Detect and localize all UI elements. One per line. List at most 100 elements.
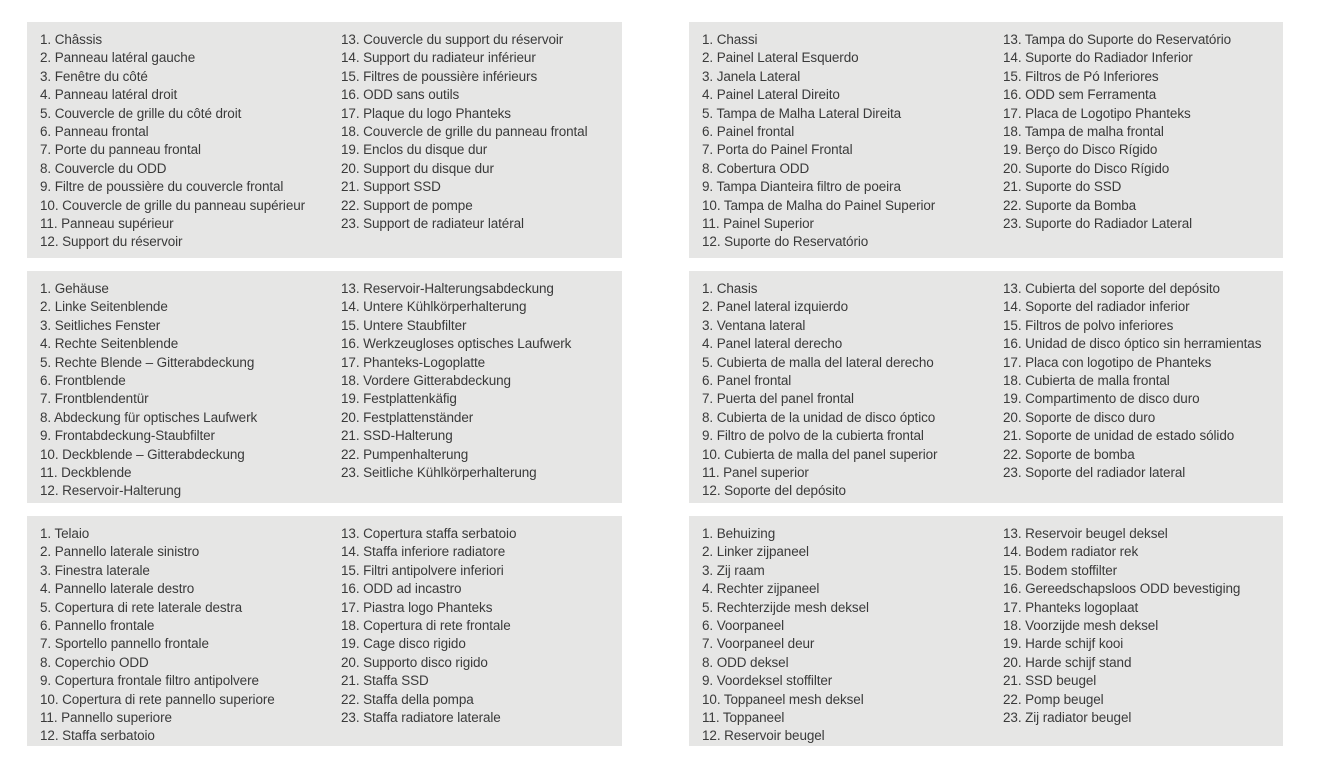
parts-list-item: 4. Rechter zijpaneel — [702, 581, 820, 597]
parts-list-spanish-items-13-23: 13. Cubierta del soporte del depósito 14.… — [1003, 280, 1283, 482]
parts-list-item: 1. Chassi — [702, 32, 758, 47]
parts-list-item: 16. ODD ad incastro — [341, 581, 462, 597]
parts-list-item: 11. Panel superior — [702, 465, 809, 481]
parts-list-item: 9. Voordeksel stoffilter — [702, 673, 833, 689]
parts-list-item: 5. Copertura di rete laterale destra — [40, 599, 243, 615]
parts-list-item: 12. Suporte do Reservatório — [702, 234, 869, 250]
parts-list-item: 10. Cubierta de malla del panel superior — [702, 446, 938, 462]
parts-list-item: 20. Supporto disco rigido — [341, 654, 488, 670]
parts-list-item: 4. Panel lateral derecho — [702, 336, 843, 352]
parts-list-item: 20. Harde schijf stand — [1003, 654, 1132, 670]
parts-list-item: 10. Toppaneel mesh deksel — [702, 691, 864, 707]
parts-list-item: 13. Reservoir beugel deksel — [1003, 526, 1168, 541]
parts-list-item: 2. Panel lateral izquierdo — [702, 299, 848, 315]
parts-list-item: 20. Suporte do Disco Rígido — [1003, 160, 1170, 176]
parts-list-item: 14. Suporte do Radiador Inferior — [1003, 50, 1193, 66]
parts-list-item: 22. Suporte da Bomba — [1003, 197, 1137, 213]
parts-list-item: 20. Festplattenständer — [341, 409, 474, 425]
parts-list-item: 22. Pumpenhalterung — [341, 446, 469, 462]
parts-list-item: 14. Support du radiateur inférieur — [341, 50, 536, 66]
parts-list-item: 9. Copertura frontale filtro antipolvere — [40, 673, 259, 689]
parts-list-item: 16. Unidad de disco óptico sin herramien… — [1003, 336, 1262, 352]
parts-list-item: 4. Rechte Seitenblende — [40, 336, 179, 352]
parts-list-item: 14. Untere Kühlkörperhalterung — [341, 299, 527, 315]
parts-list-item: 18. Cubierta de malla frontal — [1003, 373, 1170, 389]
parts-list-item: 21. Support SSD — [341, 179, 441, 195]
parts-list-item: 17. Phanteks-Logoplatte — [341, 354, 486, 370]
parts-list-item: 9. Filtro de polvo de la cubierta fronta… — [702, 428, 924, 444]
parts-list-item: 13. Couvercle du support du réservoir — [341, 32, 564, 47]
parts-list-item: 21. Soporte de unidad de estado sólido — [1003, 428, 1235, 444]
parts-list-item: 19. Enclos du disque dur — [341, 142, 488, 158]
parts-list-german-items-13-23: 13. Reservoir-Halterungsabdeckung 14. Unt… — [341, 280, 622, 482]
parts-list-item: 23. Support de radiateur latéral — [341, 216, 524, 232]
parts-list-item: 2. Linke Seitenblende — [40, 299, 168, 315]
parts-list-item: 3. Seitliches Fenster — [40, 317, 161, 333]
parts-list-item: 2. Panneau latéral gauche — [40, 50, 196, 66]
parts-list-item: 16. ODD sem Ferramenta — [1003, 87, 1157, 103]
parts-list-item: 6. Panneau frontal — [40, 124, 149, 140]
parts-list-item: 5. Rechte Blende – Gitterabdeckung — [40, 354, 255, 370]
parts-list-item: 16. ODD sans outils — [341, 87, 460, 103]
parts-list-item: 21. Suporte do SSD — [1003, 179, 1122, 195]
parts-list-item: 5. Tampa de Malha Lateral Direita — [702, 105, 902, 121]
parts-list-item: 1. Chasis — [702, 281, 758, 296]
parts-list-item: 15. Filtri antipolvere inferiori — [341, 562, 504, 578]
parts-list-item: 8. Cubierta de la unidad de disco óptico — [702, 409, 936, 425]
parts-list-french-items-1-12: 1. Châssis 2. Panneau latéral gauche 3. Fe… — [40, 31, 341, 252]
parts-list-item: 6. Frontblende — [40, 373, 126, 389]
parts-list-item: 7. Porta do Painel Frontal — [702, 142, 853, 158]
parts-list-item: 8. ODD deksel — [702, 654, 789, 670]
parts-list-item: 2. Painel Lateral Esquerdo — [702, 50, 859, 66]
parts-list-item: 23. Seitliche Kühlkörperhalterung — [341, 465, 537, 481]
parts-list-item: 1. Gehäuse — [40, 281, 109, 296]
parts-list-item: 14. Staffa inferiore radiatore — [341, 544, 506, 560]
parts-list-item: 9. Frontabdeckung-Staubfilter — [40, 428, 215, 444]
parts-list-panel-german: 1. Gehäuse 2. Linke Seitenblende 3. Seitli… — [27, 271, 622, 503]
parts-list-item: 20. Support du disque dur — [341, 160, 494, 176]
parts-list-item: 13. Copertura staffa serbatoio — [341, 526, 517, 541]
parts-list-italian-items-13-23: 13. Copertura staffa serbatoio 14. Staffa… — [341, 525, 622, 727]
parts-list-item: 6. Painel frontal — [702, 124, 795, 140]
parts-list-item: 12. Reservoir beugel — [702, 728, 825, 744]
parts-list-item: 7. Puerta del panel frontal — [702, 391, 854, 407]
parts-list-spanish-items-1-12: 1. Chasis 2. Panel lateral izquierdo 3. Ve… — [702, 280, 1003, 501]
parts-list-item: 21. SSD-Halterung — [341, 428, 453, 444]
parts-list-item: 23. Zij radiator beugel — [1003, 710, 1132, 726]
parts-list-item: 19. Harde schijf kooi — [1003, 636, 1124, 652]
parts-list-item: 19. Berço do Disco Rígido — [1003, 142, 1158, 158]
parts-list-item: 8. Couvercle du ODD — [40, 160, 167, 176]
parts-list-portuguese-items-13-23: 13. Tampa do Suporte do Reservatório 14. … — [1003, 31, 1283, 233]
parts-list-item: 17. Plaque du logo Phanteks — [341, 105, 511, 121]
parts-list-item: 18. Voorzijde mesh deksel — [1003, 618, 1159, 634]
parts-list-item: 1. Châssis — [40, 32, 103, 47]
parts-list-item: 12. Staffa serbatoio — [40, 728, 155, 744]
parts-list-item: 5. Cubierta de malla del lateral derecho — [702, 354, 934, 370]
parts-list-item: 22. Soporte de bomba — [1003, 446, 1135, 462]
parts-list-item: 8. Coperchio ODD — [40, 654, 149, 670]
parts-list-item: 22. Pomp beugel — [1003, 691, 1104, 707]
parts-list-item: 4. Painel Lateral Direito — [702, 87, 840, 103]
parts-list-item: 15. Bodem stoffilter — [1003, 562, 1118, 578]
parts-list-item: 2. Pannello laterale sinistro — [40, 544, 200, 560]
parts-list-item: 19. Compartimento de disco duro — [1003, 391, 1200, 407]
parts-list-item: 3. Zij raam — [702, 562, 765, 578]
parts-list-dutch-items-13-23: 13. Reservoir beugel deksel 14. Bodem rad… — [1003, 525, 1283, 727]
parts-list-item: 16. Gereedschapsloos ODD bevestiging — [1003, 581, 1241, 597]
parts-list-item: 4. Panneau latéral droit — [40, 87, 178, 103]
parts-list-item: 3. Ventana lateral — [702, 317, 806, 333]
parts-list-item: 9. Filtre de poussière du couvercle fron… — [40, 179, 284, 195]
parts-list-item: 17. Placa con logotipo de Phanteks — [1003, 354, 1212, 370]
parts-list-french-items-13-23: 13. Couvercle du support du réservoir 14.… — [341, 31, 622, 233]
parts-list-item: 7. Frontblendentür — [40, 391, 149, 407]
parts-list-item: 12. Support du réservoir — [40, 234, 183, 250]
parts-list-item: 11. Panneau supérieur — [40, 216, 174, 232]
parts-list-panel-italian: 1. Telaio 2. Pannello laterale sinistro 3.… — [27, 516, 622, 746]
parts-list-item: 10. Copertura di rete pannello superiore — [40, 691, 275, 707]
parts-list-item: 8. Abdeckung für optisches Laufwerk — [40, 409, 258, 425]
parts-list-item: 18. Couvercle de grille du panneau front… — [341, 124, 588, 140]
parts-list-item: 8. Cobertura ODD — [702, 160, 810, 176]
parts-list-item: 17. Phanteks logoplaat — [1003, 599, 1139, 615]
parts-list-item: 18. Copertura di rete frontale — [341, 618, 511, 634]
parts-list-item: 6. Pannello frontale — [40, 618, 155, 634]
